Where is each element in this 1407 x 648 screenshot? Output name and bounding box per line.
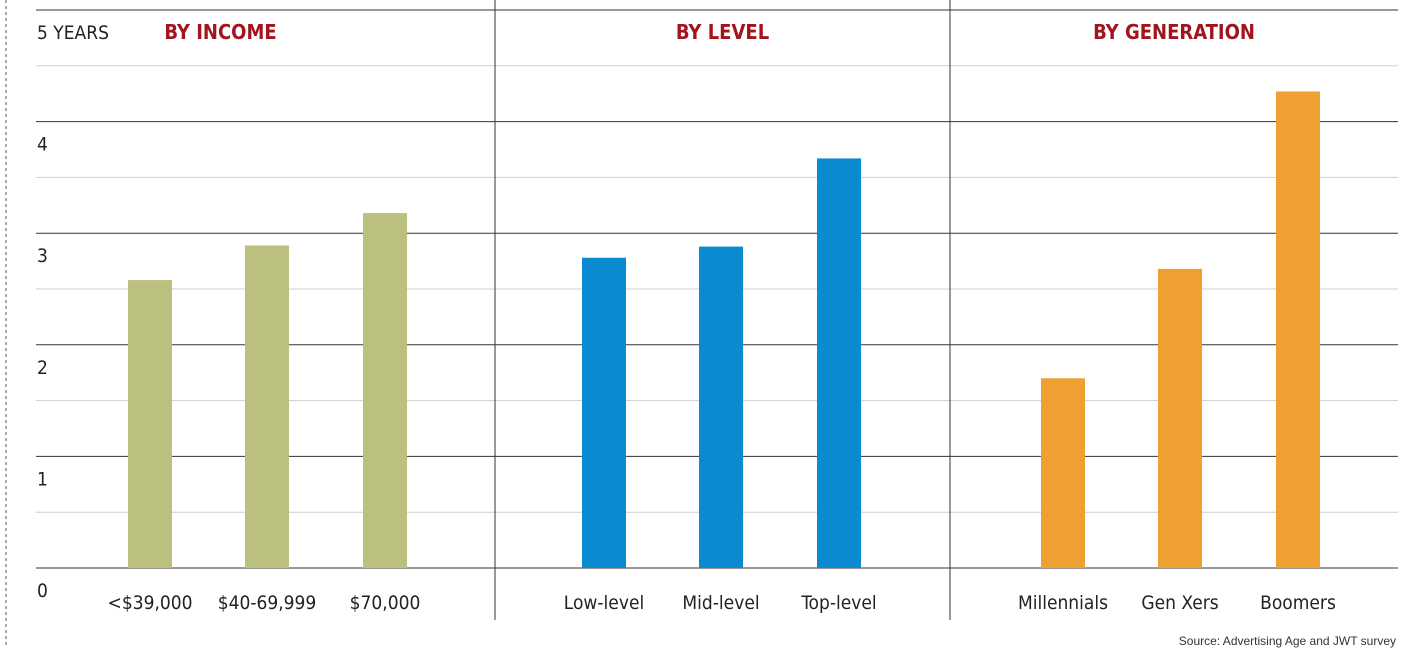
panel: BY GENERATION Millennials Gen Xers Boomers (1018, 20, 1336, 614)
category-label: Mid-level (682, 592, 759, 614)
y-tick-label: 5 YEARS (37, 22, 109, 44)
y-tick-label: 3 (37, 245, 48, 267)
category-label: Gen Xers (1141, 592, 1218, 614)
bar (363, 213, 407, 568)
source-note: Source: Advertising Age and JWT survey (1179, 634, 1396, 648)
bar (699, 246, 743, 569)
panel: BY INCOME <$39,000 $40-69,999 $70,000 (108, 20, 421, 614)
bar (582, 257, 626, 568)
y-tick-label: 1 (37, 468, 48, 490)
panel: BY LEVEL Low-level Mid-level Top-level (564, 20, 877, 614)
category-label: $70,000 (350, 592, 421, 614)
bar (1276, 91, 1320, 568)
panel-title: BY INCOME (164, 20, 276, 44)
chart-panels: BY INCOME <$39,000 $40-69,999 $70,000 BY LEV… (108, 20, 1336, 614)
panel-title: BY LEVEL (676, 20, 769, 44)
panel-dividers (494, 0, 951, 620)
panel-title: BY GENERATION (1093, 20, 1255, 44)
bar (1041, 378, 1085, 568)
bar (128, 280, 172, 568)
bar (245, 245, 289, 568)
bar (817, 158, 861, 569)
y-tick-label: 0 (37, 580, 48, 602)
category-label: <$39,000 (108, 592, 193, 614)
category-label: Boomers (1260, 592, 1336, 614)
bar (1158, 268, 1202, 568)
y-axis-ticks: 0 1 2 3 4 5 YEARS (37, 22, 109, 602)
y-tick-label: 2 (37, 357, 48, 379)
category-label: Millennials (1018, 592, 1108, 614)
category-label: $40-69,999 (218, 592, 317, 614)
category-label: Top-level (800, 592, 876, 614)
y-tick-label: 4 (37, 134, 48, 156)
category-label: Low-level (564, 592, 644, 614)
